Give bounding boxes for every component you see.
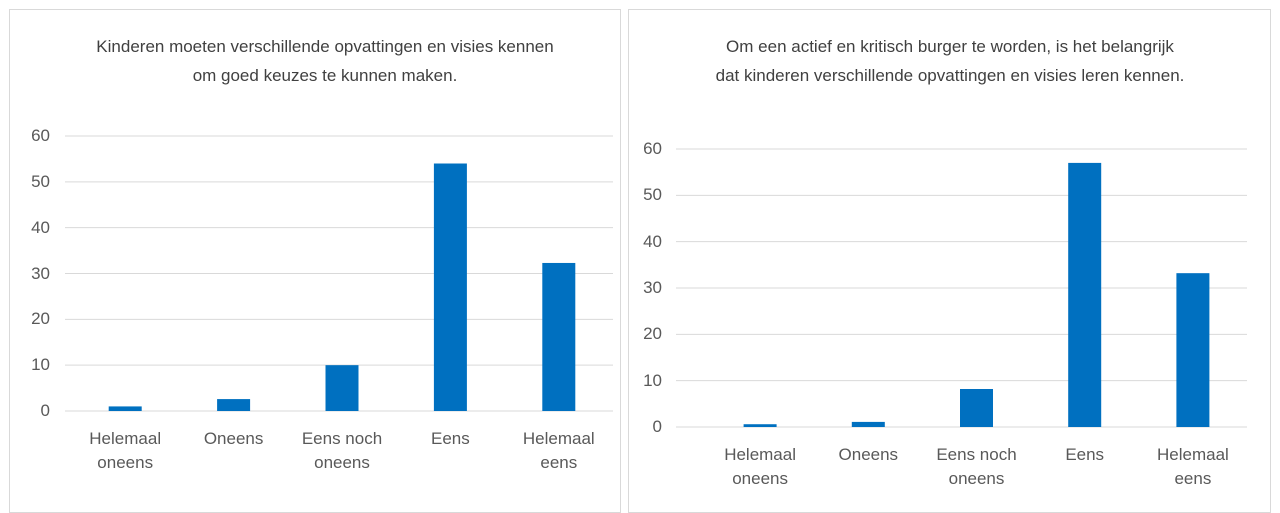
bar: [960, 389, 993, 427]
y-tick-label: 50: [643, 185, 662, 205]
x-tick-label: Eens: [1065, 445, 1105, 464]
bar: [1176, 273, 1210, 427]
y-tick-label: 30: [31, 263, 50, 283]
y-tick-label: 30: [643, 278, 662, 297]
bar: [433, 163, 467, 411]
chart-title: Om een actief en kritisch burger te word…: [715, 37, 1185, 85]
bar: [1068, 162, 1102, 427]
x-tick-label: Eens noch oneens: [936, 445, 1017, 488]
x-tick-label: Eens: [431, 429, 470, 448]
y-tick-label: 40: [643, 231, 662, 251]
bar: [108, 406, 142, 411]
x-tick-label: Helemaal eens: [1156, 445, 1229, 488]
bar: [743, 424, 777, 427]
x-tick-label: Helemaal oneens: [89, 429, 162, 472]
y-tick-label: 10: [31, 355, 50, 375]
x-tick-label: Oneens: [203, 429, 264, 448]
chart-title: Kinderen moeten verschillende opvattinge…: [96, 37, 554, 85]
y-tick-label: 0: [652, 417, 662, 436]
x-tick-label: Eens noch oneens: [301, 429, 383, 472]
y-tick-label: 20: [31, 309, 50, 329]
y-tick-label: 0: [40, 401, 50, 420]
y-tick-label: 20: [643, 324, 662, 344]
y-tick-label: 50: [31, 171, 50, 191]
x-tick-label: Helemaal oneens: [724, 445, 796, 488]
bar: [217, 399, 251, 411]
y-tick-label: 60: [31, 126, 50, 145]
y-tick-label: 10: [643, 370, 662, 390]
bar: [851, 421, 885, 427]
x-tick-label: Helemaal eens: [522, 429, 595, 472]
x-tick-label: Oneens: [838, 445, 899, 464]
bar: [325, 365, 359, 411]
y-tick-label: 60: [643, 139, 662, 158]
y-tick-label: 40: [31, 217, 50, 237]
bar: [542, 262, 576, 411]
